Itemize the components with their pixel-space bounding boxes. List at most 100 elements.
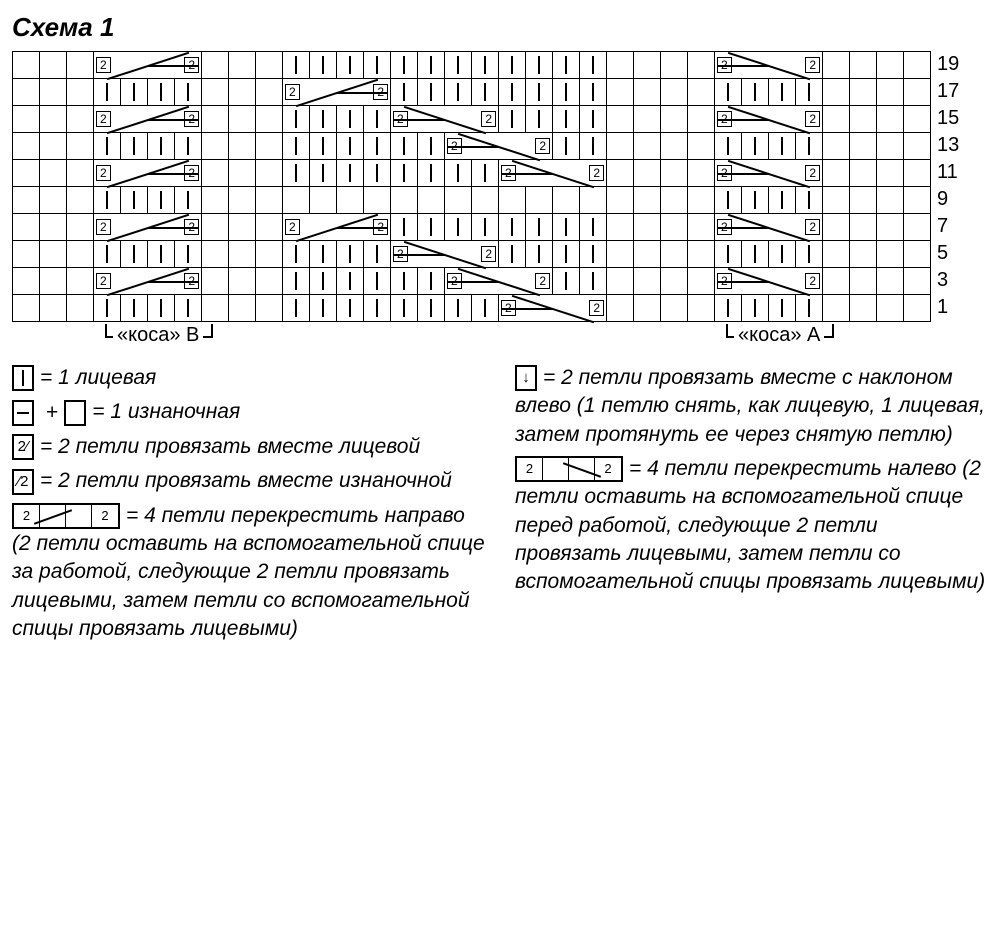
chart-cell (364, 106, 391, 133)
chart-cell (607, 52, 634, 79)
chart-cell (310, 133, 337, 160)
cable-left-cell: 22 (499, 295, 607, 322)
chart-cell (850, 241, 877, 268)
row-number: 13 (937, 132, 959, 159)
chart-cell (67, 214, 94, 241)
legend-item: 22= 4 петли перекрестить налево (2 петли… (515, 455, 988, 597)
chart-cell (337, 106, 364, 133)
chart-cell (13, 79, 40, 106)
bracket-A-label: «коса» А (734, 324, 824, 347)
chart-cell (40, 295, 67, 322)
chart-cell (121, 133, 148, 160)
chart-cell (526, 241, 553, 268)
cable-right-cell: 22 (283, 79, 391, 106)
chart-cell (553, 52, 580, 79)
chart-cell (634, 187, 661, 214)
chart-cell (13, 268, 40, 295)
chart-cell (310, 52, 337, 79)
chart-cell (283, 187, 310, 214)
chart-cell (13, 106, 40, 133)
chart-cell (904, 52, 931, 79)
chart-cell (418, 52, 445, 79)
chart-cell (121, 241, 148, 268)
chart-cell (364, 295, 391, 322)
chart-cell (337, 241, 364, 268)
chart-cell (13, 295, 40, 322)
chart-cell (256, 241, 283, 268)
chart-cell (877, 268, 904, 295)
chart-cell (337, 160, 364, 187)
chart-cell (688, 52, 715, 79)
chart-cell (742, 133, 769, 160)
chart-cell (850, 160, 877, 187)
chart-cell (175, 79, 202, 106)
chart-cell (769, 133, 796, 160)
chart-cell (256, 214, 283, 241)
chart-cell (688, 241, 715, 268)
chart-cell (715, 241, 742, 268)
chart-cell (364, 187, 391, 214)
chart-cell (40, 241, 67, 268)
chart-cell (445, 52, 472, 79)
chart-cell (94, 79, 121, 106)
chart-cell (94, 187, 121, 214)
chart-cell (553, 106, 580, 133)
chart-cell (148, 187, 175, 214)
chart-cell (688, 214, 715, 241)
chart-cell (229, 160, 256, 187)
chart-cell (283, 160, 310, 187)
chart-cell (310, 160, 337, 187)
row-number: 3 (937, 267, 959, 294)
chart-cell (256, 52, 283, 79)
chart-cell (364, 133, 391, 160)
chart-cell (67, 187, 94, 214)
chart-cell (634, 106, 661, 133)
chart-cell (823, 79, 850, 106)
chart-cell (121, 187, 148, 214)
chart-cell (40, 106, 67, 133)
chart-cell (283, 295, 310, 322)
cable-left-cell: 22 (391, 241, 499, 268)
chart-cell (418, 214, 445, 241)
chart-cell (499, 106, 526, 133)
legend-item: = 1 лицевая (12, 364, 485, 392)
chart-cell (256, 268, 283, 295)
chart-cell (796, 241, 823, 268)
chart-cell (121, 79, 148, 106)
chart-cell (688, 106, 715, 133)
chart-cell (904, 187, 931, 214)
chart-cell (715, 79, 742, 106)
chart-cell (661, 187, 688, 214)
chart-cell (769, 79, 796, 106)
chart-cell (391, 133, 418, 160)
chart-cell (688, 79, 715, 106)
chart-cell (67, 79, 94, 106)
chart-cell (256, 79, 283, 106)
chart-cell (553, 187, 580, 214)
chart-cell (310, 106, 337, 133)
chart-cell (823, 241, 850, 268)
cable-left-cell: 22 (715, 106, 823, 133)
chart-cell (337, 295, 364, 322)
chart-cell (877, 295, 904, 322)
cable-right-cell: 22 (94, 268, 202, 295)
chart-cell (418, 295, 445, 322)
chart-cell (553, 268, 580, 295)
chart-cell (607, 214, 634, 241)
chart-cell (553, 241, 580, 268)
chart-cell (904, 79, 931, 106)
chart-cell (256, 295, 283, 322)
legend: = 1 лицевая+= 1 изнаночная2⁄= 2 петли пр… (12, 364, 988, 649)
chart-cell (850, 133, 877, 160)
chart-cell (580, 106, 607, 133)
chart-cell (40, 52, 67, 79)
chart-cell (364, 52, 391, 79)
chart-cell (148, 133, 175, 160)
chart-cell (472, 160, 499, 187)
chart-cell (661, 268, 688, 295)
chart-cell (661, 106, 688, 133)
chart-cell (607, 106, 634, 133)
legend-item: += 1 изнаночная (12, 398, 485, 427)
chart-cell (418, 187, 445, 214)
chart-cell (580, 268, 607, 295)
